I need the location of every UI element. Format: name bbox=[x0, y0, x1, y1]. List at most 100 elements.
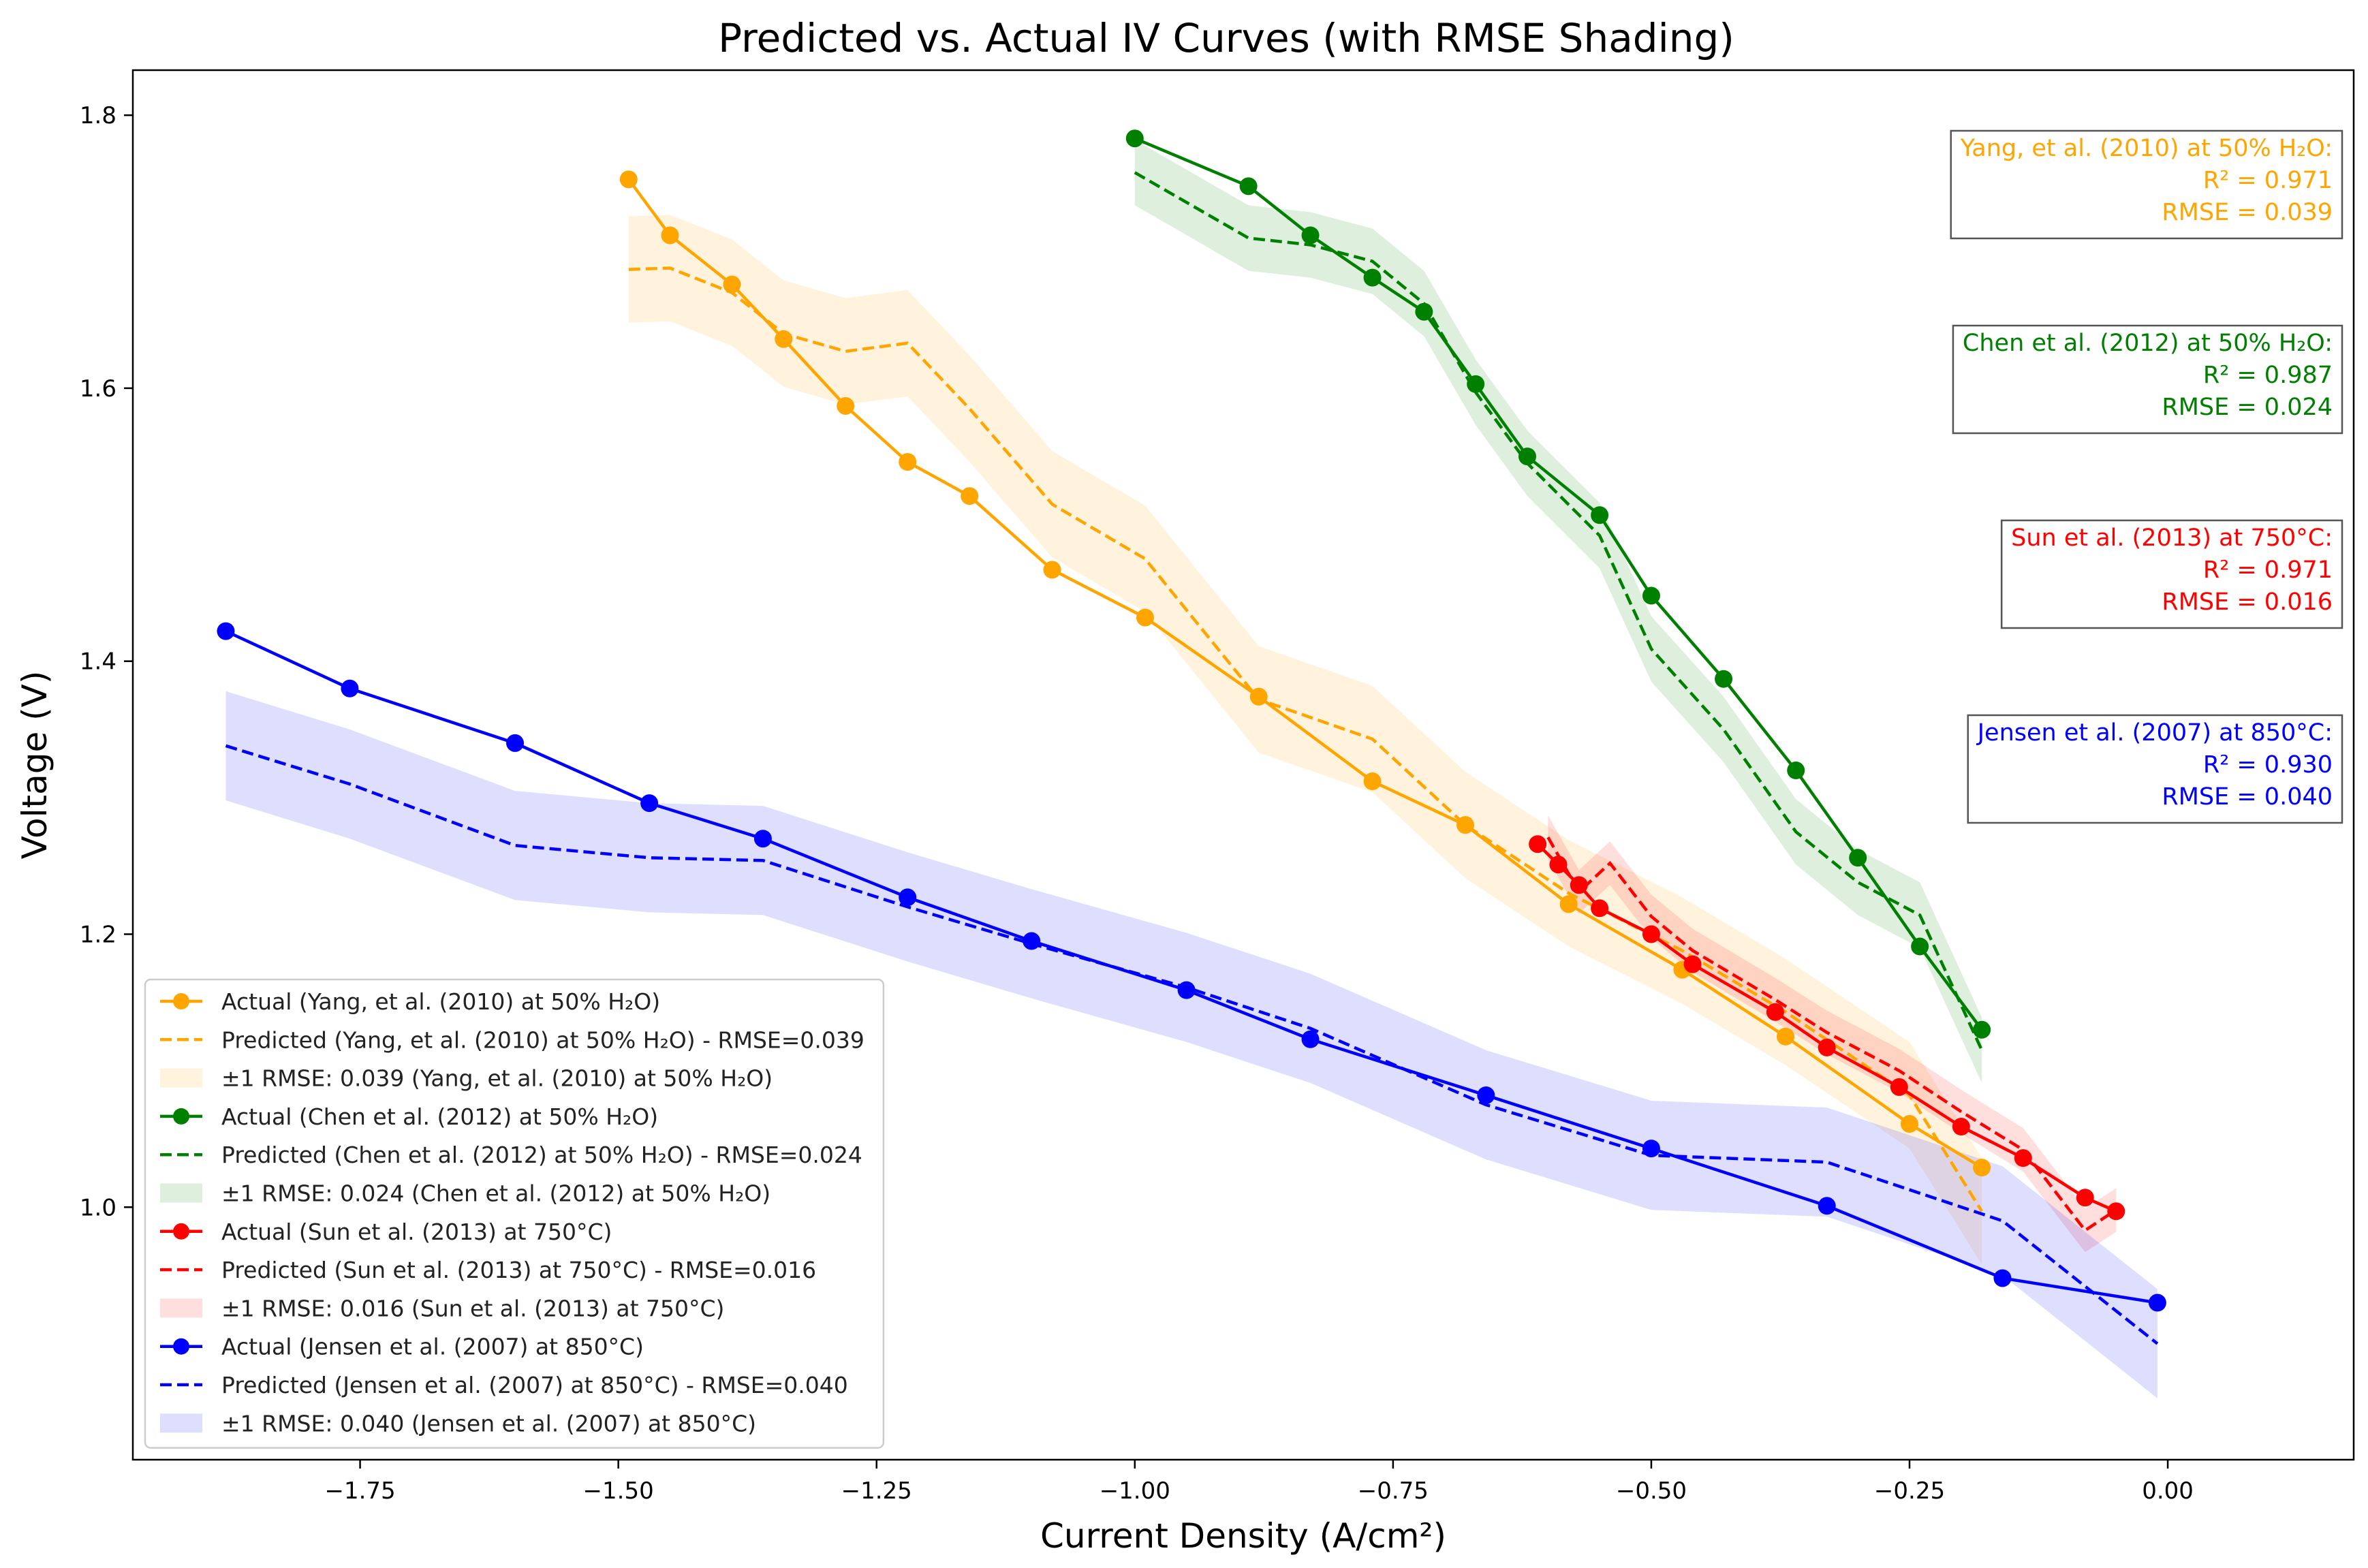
actual-point-yang-et-al-2010-at-50-h-o bbox=[961, 487, 979, 505]
legend-entry-label: Actual (Yang, et al. (2010) at 50% H₂O) bbox=[221, 988, 660, 1015]
stat-box-line: R² = 0.971 bbox=[2203, 167, 2333, 194]
actual-point-sun-et-al-2013-at-750-c bbox=[2014, 1149, 2032, 1167]
actual-point-jensen-et-al-2007-at-850-c bbox=[1818, 1197, 1836, 1215]
stat-box-frame bbox=[1950, 129, 2343, 240]
stat-box-line: R² = 0.971 bbox=[2203, 556, 2333, 584]
actual-point-yang-et-al-2010-at-50-h-o bbox=[1136, 608, 1154, 627]
axes-layer: −1.75 −1.50 −1.25 −1.00 −0.75 −0.50 −0.25 0.00 1… bbox=[80, 102, 2194, 1505]
actual-point-sun-et-al-2013-at-750-c bbox=[1570, 876, 1588, 894]
legend-frame bbox=[144, 978, 885, 1449]
actual-point-jensen-et-al-2007-at-850-c bbox=[899, 888, 917, 907]
rmse-band-sun-et-al-2013-at-750-c bbox=[1548, 815, 2117, 1253]
stat-box-line: RMSE = 0.016 bbox=[2162, 589, 2333, 616]
legend-entry-label: Actual (Chen et al. (2012) at 50% H₂O) bbox=[221, 1103, 658, 1130]
rmse-band-jensen-et-al-2007-at-850-c bbox=[225, 691, 2157, 1398]
actual-point-chen-et-al-2012-at-50-h-o bbox=[1787, 762, 1805, 780]
y-tick-label: 1.0 bbox=[80, 1194, 116, 1221]
actual-point-chen-et-al-2012-at-50-h-o bbox=[1125, 129, 1144, 148]
actual-point-chen-et-al-2012-at-50-h-o bbox=[1849, 849, 1867, 867]
stat-box-line: R² = 0.930 bbox=[2203, 751, 2333, 779]
actual-point-jensen-et-al-2007-at-850-c bbox=[1301, 1030, 1320, 1048]
rmse-band-yang-et-al-2010-at-50-h-o bbox=[628, 215, 1982, 1265]
actual-point-chen-et-al-2012-at-50-h-o bbox=[1301, 226, 1320, 245]
actual-point-sun-et-al-2013-at-750-c bbox=[1818, 1038, 1836, 1056]
actual-point-yang-et-al-2010-at-50-h-o bbox=[723, 275, 741, 294]
legend-band-swatch bbox=[160, 1298, 202, 1318]
plot-frame bbox=[131, 69, 2355, 1461]
actual-point-sun-et-al-2013-at-750-c bbox=[1952, 1118, 1970, 1136]
actual-point-jensen-et-al-2007-at-850-c bbox=[217, 622, 235, 640]
legend-actual-marker bbox=[173, 1223, 189, 1240]
actual-point-sun-et-al-2013-at-750-c bbox=[1591, 899, 1609, 918]
legend: Actual (Yang, et al. (2010) at 50% H₂O) P… bbox=[144, 978, 885, 1449]
stat-box-line: RMSE = 0.039 bbox=[2162, 199, 2333, 226]
x-tick-label: −0.75 bbox=[1358, 1477, 1429, 1505]
actual-point-yang-et-al-2010-at-50-h-o bbox=[661, 226, 679, 245]
actual-point-chen-et-al-2012-at-50-h-o bbox=[1518, 448, 1536, 466]
stat-box-line: R² = 0.987 bbox=[2203, 362, 2333, 389]
legend-actual-marker bbox=[173, 993, 189, 1009]
actual-point-sun-et-al-2013-at-750-c bbox=[1549, 856, 1568, 874]
rmse-band-chen-et-al-2012-at-50-h-o bbox=[1134, 140, 1982, 1083]
actual-point-yang-et-al-2010-at-50-h-o bbox=[837, 396, 855, 415]
actual-point-chen-et-al-2012-at-50-h-o bbox=[1911, 937, 1929, 956]
actual-point-jensen-et-al-2007-at-850-c bbox=[506, 734, 525, 752]
actual-line-chen-et-al-2012-at-50-h-o bbox=[1134, 137, 1983, 1031]
actual-point-sun-et-al-2013-at-750-c bbox=[1642, 925, 1660, 943]
y-axis-label: Voltage (V) bbox=[15, 671, 54, 860]
actual-point-sun-et-al-2013-at-750-c bbox=[1529, 835, 1547, 853]
actual-point-jensen-et-al-2007-at-850-c bbox=[1993, 1269, 2012, 1287]
legend-entry-label: ±1 RMSE: 0.024 (Chen et al. (2012) at 50… bbox=[221, 1180, 770, 1207]
actual-point-jensen-et-al-2007-at-850-c bbox=[1177, 981, 1196, 999]
plot-layer bbox=[217, 129, 2166, 1398]
stat-box-line: RMSE = 0.024 bbox=[2162, 394, 2333, 421]
stat-box-sun-et-al-2013-at-750-c: Sun et al. (2013) at 750°C: R² = 0.971 RMS… bbox=[2000, 519, 2343, 629]
actual-line-jensen-et-al-2007-at-850-c bbox=[225, 629, 2158, 1304]
actual-point-sun-et-al-2013-at-750-c bbox=[1683, 955, 1702, 973]
actual-point-yang-et-al-2010-at-50-h-o bbox=[1973, 1159, 1991, 1177]
actual-point-jensen-et-al-2007-at-850-c bbox=[753, 830, 772, 848]
actual-point-yang-et-al-2010-at-50-h-o bbox=[1249, 687, 1268, 706]
actual-point-yang-et-al-2010-at-50-h-o bbox=[1777, 1027, 1795, 1046]
stat-box-line: Yang, et al. (2010) at 50% H₂O: bbox=[1960, 135, 2333, 162]
legend-entry-label: ±1 RMSE: 0.039 (Yang, et al. (2010) at 5… bbox=[221, 1065, 773, 1092]
actual-point-yang-et-al-2010-at-50-h-o bbox=[1456, 816, 1474, 834]
actual-point-chen-et-al-2012-at-50-h-o bbox=[1715, 670, 1733, 688]
actual-point-yang-et-al-2010-at-50-h-o bbox=[899, 453, 917, 471]
legend-entry-label: Actual (Sun et al. (2013) at 750°C) bbox=[221, 1219, 612, 1245]
y-tick-label: 1.6 bbox=[80, 375, 116, 403]
actual-point-yang-et-al-2010-at-50-h-o bbox=[775, 330, 793, 348]
stat-box-line: Chen et al. (2012) at 50% H₂O: bbox=[1963, 330, 2333, 357]
actual-point-chen-et-al-2012-at-50-h-o bbox=[1239, 177, 1258, 195]
actual-point-chen-et-al-2012-at-50-h-o bbox=[1642, 586, 1660, 605]
y-tick-label: 1.8 bbox=[80, 102, 116, 129]
stat-box-chen-et-al-2012-at-50-h-o: Chen et al. (2012) at 50% H₂O: R² = 0.987… bbox=[1952, 324, 2343, 435]
stat-box-jensen-et-al-2007-at-850-c: Jensen et al. (2007) at 850°C: R² = 0.930… bbox=[1967, 714, 2343, 824]
legend-entry-label: ±1 RMSE: 0.016 (Sun et al. (2013) at 750… bbox=[221, 1295, 724, 1321]
actual-point-yang-et-al-2010-at-50-h-o bbox=[1363, 772, 1382, 791]
actual-point-jensen-et-al-2007-at-850-c bbox=[341, 679, 359, 697]
x-tick-label: −1.75 bbox=[324, 1477, 395, 1505]
y-tick-label: 1.2 bbox=[80, 921, 116, 948]
actual-point-sun-et-al-2013-at-750-c bbox=[1890, 1078, 1908, 1096]
chart-title: Predicted vs. Actual IV Curves (with RMS… bbox=[718, 15, 1734, 61]
x-tick-label: −1.00 bbox=[1100, 1477, 1170, 1505]
actual-point-jensen-et-al-2007-at-850-c bbox=[640, 794, 659, 813]
actual-point-chen-et-al-2012-at-50-h-o bbox=[1973, 1020, 1991, 1039]
legend-entry-label: Predicted (Chen et al. (2012) at 50% H₂O… bbox=[221, 1142, 862, 1168]
actual-point-chen-et-al-2012-at-50-h-o bbox=[1467, 375, 1485, 393]
legend-actual-marker bbox=[173, 1338, 189, 1355]
x-tick-label: −1.50 bbox=[583, 1477, 654, 1505]
legend-entry-label: Actual (Jensen et al. (2007) at 850°C) bbox=[221, 1334, 644, 1360]
stat-box-line: Jensen et al. (2007) at 850°C: bbox=[1976, 719, 2333, 747]
legend-actual-marker bbox=[173, 1108, 189, 1125]
x-tick-label: −0.50 bbox=[1616, 1477, 1687, 1505]
stat-box-line: Sun et al. (2013) at 750°C: bbox=[2011, 524, 2333, 552]
x-tick-label: −1.25 bbox=[841, 1477, 912, 1505]
legend-band-swatch bbox=[160, 1183, 202, 1203]
actual-point-sun-et-al-2013-at-750-c bbox=[2107, 1202, 2125, 1221]
x-axis-label: Current Density (A/cm²) bbox=[1040, 1516, 1446, 1556]
actual-point-sun-et-al-2013-at-750-c bbox=[1766, 1003, 1784, 1021]
predicted-line-chen-et-al-2012-at-50-h-o bbox=[1134, 171, 1984, 1051]
